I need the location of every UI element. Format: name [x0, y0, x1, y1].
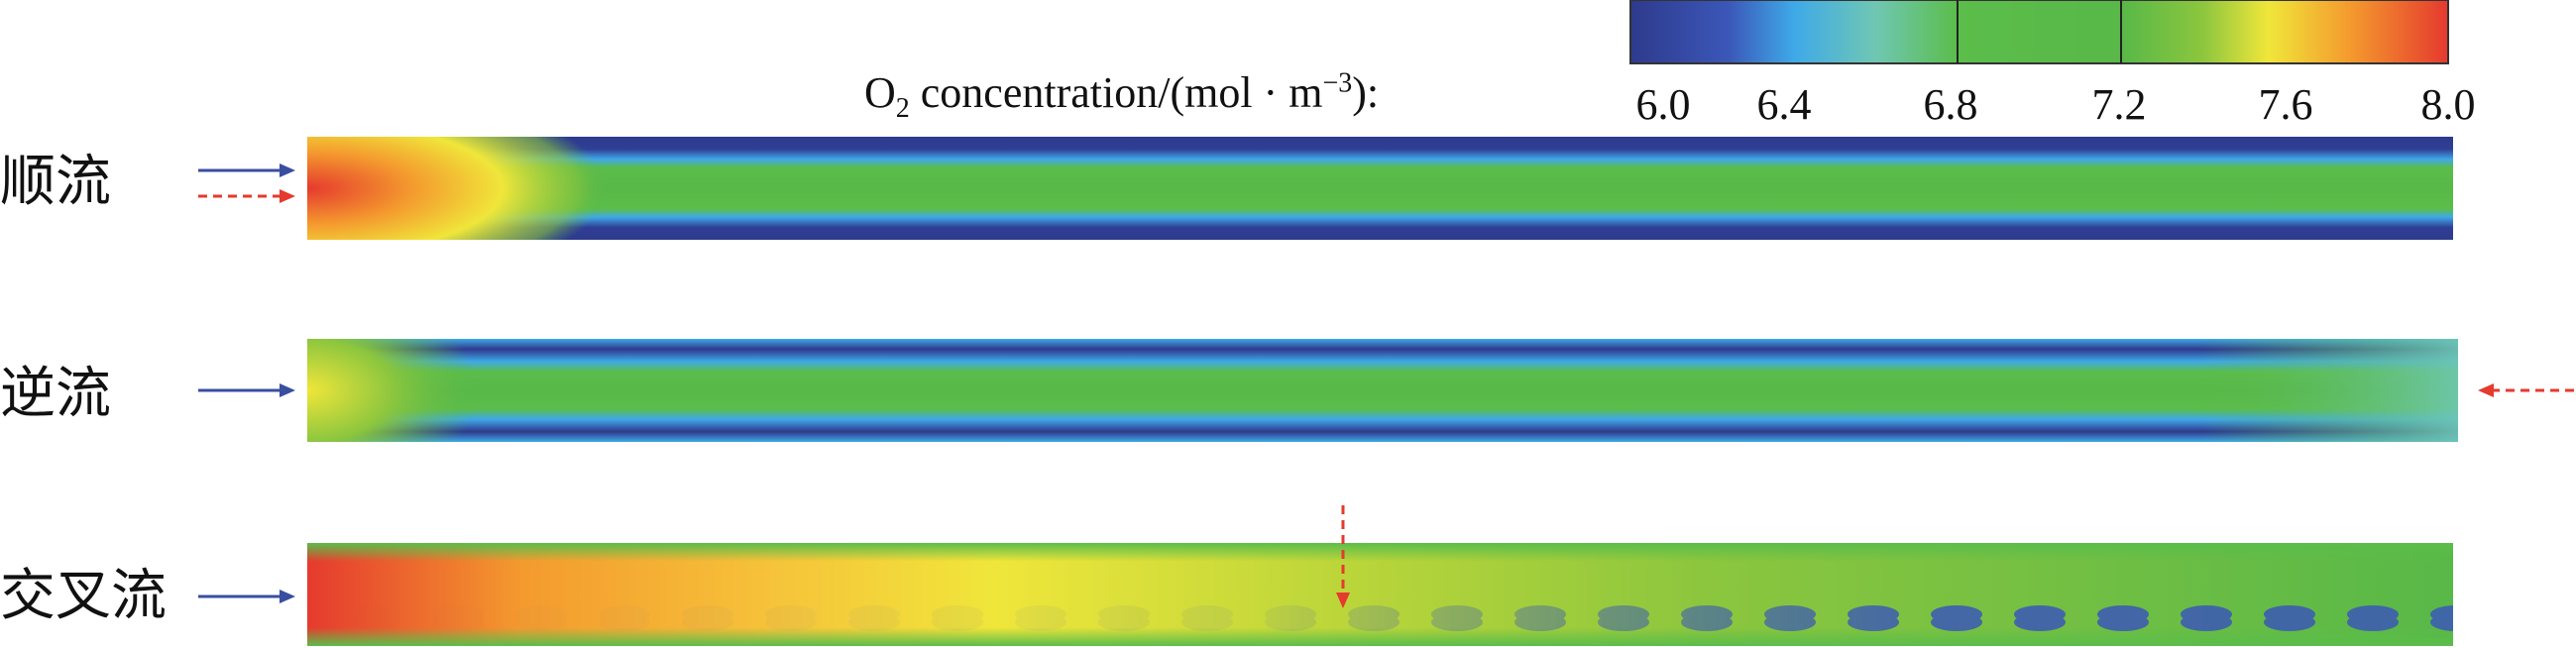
colorbar-title: O2 concentration/(mol · m−3):: [864, 67, 1380, 124]
inlet-arrow-red-2: [2478, 383, 2574, 397]
row-label-countercurrent: 逆流: [0, 362, 111, 426]
colorbar-tick: 8.0: [2420, 80, 2476, 129]
colorbar-tick: 7.2: [2091, 80, 2147, 129]
row-label-cocurrent: 顺流: [0, 150, 111, 214]
channel-crossflow: [307, 543, 2453, 646]
inlet-arrow-blue-1: [198, 163, 295, 177]
inlet-arrow-blue-2: [198, 383, 295, 397]
colorbar-tick: 6.8: [1923, 80, 1978, 129]
channel-cocurrent: [307, 137, 2453, 240]
inlet-arrow-red-1: [198, 189, 295, 203]
inlet-arrow-red-3: [1336, 505, 1350, 608]
inlet-arrow-blue-3: [198, 590, 295, 603]
row-label-crossflow: 交叉流: [0, 564, 167, 628]
colorbar-tick: 6.0: [1635, 80, 1691, 129]
channel-countercurrent: [307, 339, 2458, 442]
colorbar-tick: 6.4: [1756, 80, 1812, 129]
colorbar-tick: 7.6: [2258, 80, 2313, 129]
colorbar-scale: [1629, 0, 2449, 64]
